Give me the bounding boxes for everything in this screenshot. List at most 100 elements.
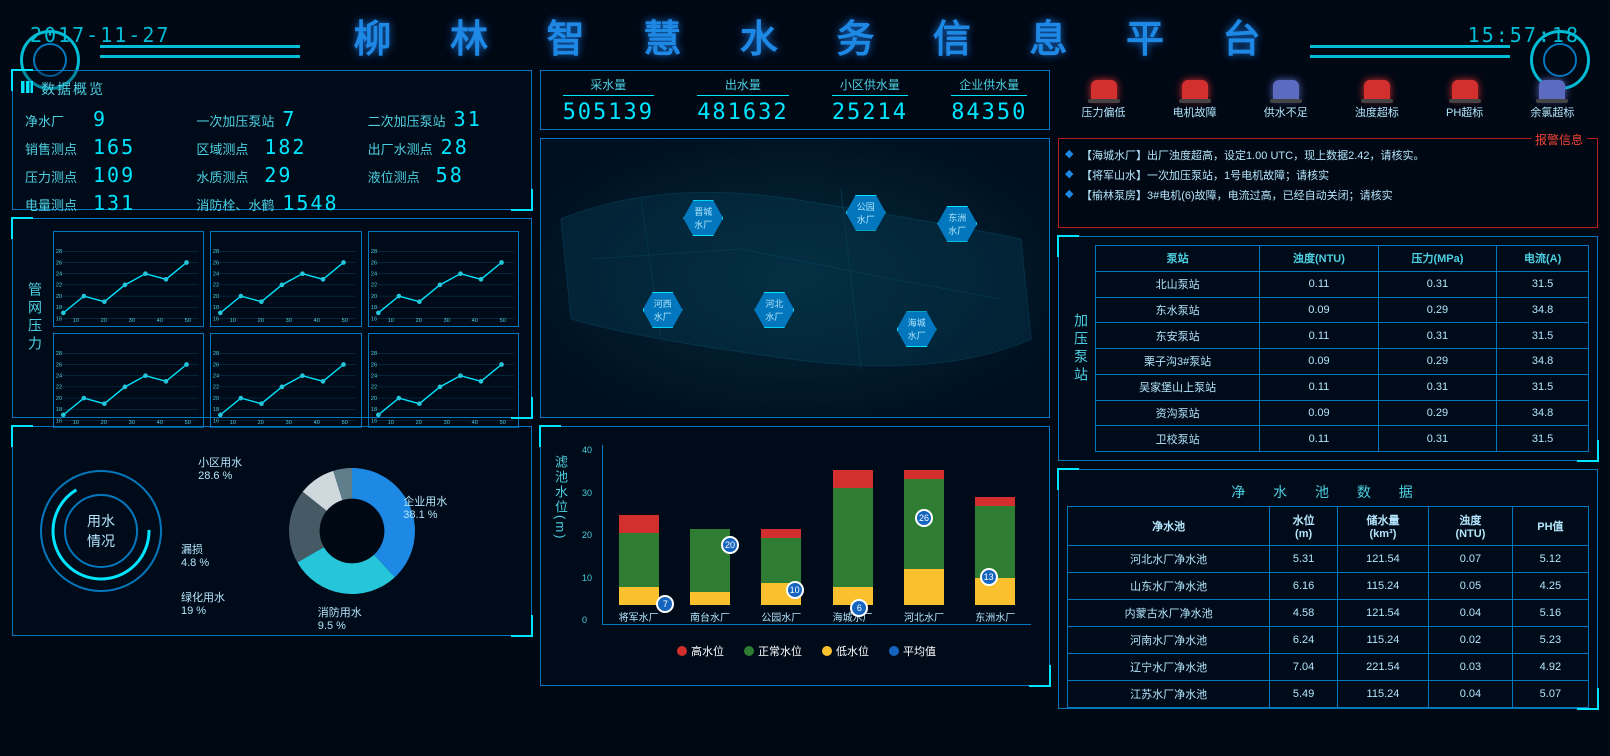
table-cell: 115.24 xyxy=(1337,681,1428,708)
data-overview-panel: 数据概览 净水厂9一次加压泵站7二次加压泵站31销售测点165区域测点182出厂… xyxy=(12,70,532,210)
svg-text:24: 24 xyxy=(213,373,219,379)
svg-text:26: 26 xyxy=(56,260,62,266)
table-header: PH值 xyxy=(1512,507,1588,546)
alert-item: 【将军山水】一次加压泵站，1号电机故障；请核实 xyxy=(1065,165,1591,185)
mini-line-chart: 16182022242628 1020304050 xyxy=(53,333,204,429)
stat-value: 25214 xyxy=(832,100,908,125)
svg-text:26: 26 xyxy=(213,362,219,368)
table-row: 栗子沟3#泵站0.090.2934.8 xyxy=(1096,349,1589,375)
overview-value: 9 xyxy=(93,107,107,131)
alarm-lights-row: 压力偏低电机故障供水不足浊度超标PH超标余氯超标 xyxy=(1058,70,1598,130)
table-cell: 115.24 xyxy=(1337,627,1428,654)
table-row: 内蒙古水厂净水池4.58121.540.045.16 xyxy=(1068,600,1589,627)
overview-label: 销售测点 xyxy=(25,139,85,158)
bar-segment-low xyxy=(619,587,659,605)
svg-text:50: 50 xyxy=(185,318,191,324)
svg-text:10: 10 xyxy=(230,420,236,426)
table-cell: 0.11 xyxy=(1260,271,1378,297)
svg-text:20: 20 xyxy=(258,318,264,324)
alarm-indicator: 压力偏低 xyxy=(1082,80,1126,120)
table-header: 浊度(NTU) xyxy=(1260,246,1378,272)
table-cell: 北山泵站 xyxy=(1096,271,1260,297)
svg-text:16: 16 xyxy=(213,418,219,424)
svg-text:10: 10 xyxy=(387,318,393,324)
table-cell: 资沟泵站 xyxy=(1096,400,1260,426)
table-cell: 5.23 xyxy=(1512,627,1588,654)
table-cell: 河南水厂净水池 xyxy=(1068,627,1270,654)
y-tick: 0 xyxy=(582,615,592,625)
overview-value: 109 xyxy=(93,163,135,187)
overview-value: 182 xyxy=(264,135,306,159)
alarm-light-icon xyxy=(1182,80,1208,100)
svg-text:40: 40 xyxy=(471,420,477,426)
bar-segment-high xyxy=(619,515,659,533)
svg-text:28: 28 xyxy=(56,351,62,357)
table-row: 东水泵站0.090.2934.8 xyxy=(1096,297,1589,323)
overview-item: 液位测点58 xyxy=(368,163,519,187)
alarm-light-icon xyxy=(1273,80,1299,100)
table-cell: 5.12 xyxy=(1512,546,1588,573)
table-cell: 卫校泵站 xyxy=(1096,426,1260,452)
overview-item: 水质测点29 xyxy=(196,163,347,187)
table-cell: 栗子沟3#泵站 xyxy=(1096,349,1260,375)
panel-title: 数据概览 xyxy=(21,79,523,99)
panel-title: 净 水 池 数 据 xyxy=(1067,478,1589,506)
donut-slice-label: 企业用水38.1 % xyxy=(403,493,447,521)
svg-text:28: 28 xyxy=(371,351,377,357)
header-title: 柳 林 智 慧 水 务 信 息 平 台 xyxy=(354,8,1285,63)
overview-item: 压力测点109 xyxy=(25,163,176,187)
overview-label: 电量测点 xyxy=(25,195,85,214)
overview-item: 区域测点 182 xyxy=(196,135,347,159)
table-cell: 0.04 xyxy=(1429,600,1513,627)
y-tick: 10 xyxy=(582,573,592,583)
table-cell: 0.11 xyxy=(1260,323,1378,349)
pool-data-table: 净水池水位 (m)储水量 (km³)浊度 (NTU)PH值河北水厂净水池5.31… xyxy=(1067,506,1589,708)
overview-label: 净水厂 xyxy=(25,111,85,130)
table-cell: 0.29 xyxy=(1378,400,1497,426)
map-panel[interactable]: 晋城 水厂公园 水厂东洲 水厂河西 水厂河北 水厂海城 水厂 xyxy=(540,138,1050,418)
table-cell: 121.54 xyxy=(1337,546,1428,573)
table-cell: 31.5 xyxy=(1497,323,1589,349)
svg-text:20: 20 xyxy=(371,396,377,402)
mini-line-chart: 16182022242628 1020304050 xyxy=(53,231,204,327)
table-cell: 0.31 xyxy=(1378,426,1497,452)
header-date: 2017-11-27 xyxy=(30,23,170,47)
svg-text:28: 28 xyxy=(213,249,219,255)
table-cell: 0.11 xyxy=(1260,374,1378,400)
table-cell: 0.11 xyxy=(1260,426,1378,452)
table-header: 电流(A) xyxy=(1497,246,1589,272)
table-header: 浊度 (NTU) xyxy=(1429,507,1513,546)
table-cell: 31.5 xyxy=(1497,374,1589,400)
table-row: 卫校泵站0.110.3131.5 xyxy=(1096,426,1589,452)
usage-ring: 用水 情况 xyxy=(21,435,181,627)
bar-segment-high xyxy=(761,529,801,538)
table-cell: 221.54 xyxy=(1337,654,1428,681)
table-cell: 5.07 xyxy=(1512,681,1588,708)
donut-slice-label: 漏损4.8 % xyxy=(181,541,209,569)
table-header: 压力(MPa) xyxy=(1378,246,1497,272)
overview-label: 区域测点 xyxy=(196,139,256,158)
table-cell: 内蒙古水厂净水池 xyxy=(1068,600,1270,627)
svg-text:30: 30 xyxy=(443,420,449,426)
table-row: 北山泵站0.110.3131.5 xyxy=(1096,271,1589,297)
bar-group: 海城水厂 xyxy=(828,470,878,624)
svg-text:18: 18 xyxy=(213,407,219,413)
table-row: 资沟泵站0.090.2934.8 xyxy=(1096,400,1589,426)
svg-text:24: 24 xyxy=(371,373,377,379)
svg-text:24: 24 xyxy=(213,272,219,278)
table-header: 水位 (m) xyxy=(1270,507,1337,546)
table-header: 泵站 xyxy=(1096,246,1260,272)
overview-value: 7 xyxy=(282,107,296,131)
svg-text:26: 26 xyxy=(371,362,377,368)
legend-item: 高水位 xyxy=(677,643,724,659)
donut-slice-label: 小区用水28.6 % xyxy=(198,454,242,482)
bar-x-label: 南台水厂 xyxy=(690,609,730,624)
alarm-label: 浊度超标 xyxy=(1355,104,1399,120)
svg-text:18: 18 xyxy=(371,305,377,311)
table-row: 河北水厂净水池5.31121.540.075.12 xyxy=(1068,546,1589,573)
bar-segment-normal xyxy=(904,479,944,569)
table-cell: 山东水厂净水池 xyxy=(1068,573,1270,600)
overview-label: 水质测点 xyxy=(196,167,256,186)
svg-text:50: 50 xyxy=(499,318,505,324)
svg-text:40: 40 xyxy=(314,318,320,324)
